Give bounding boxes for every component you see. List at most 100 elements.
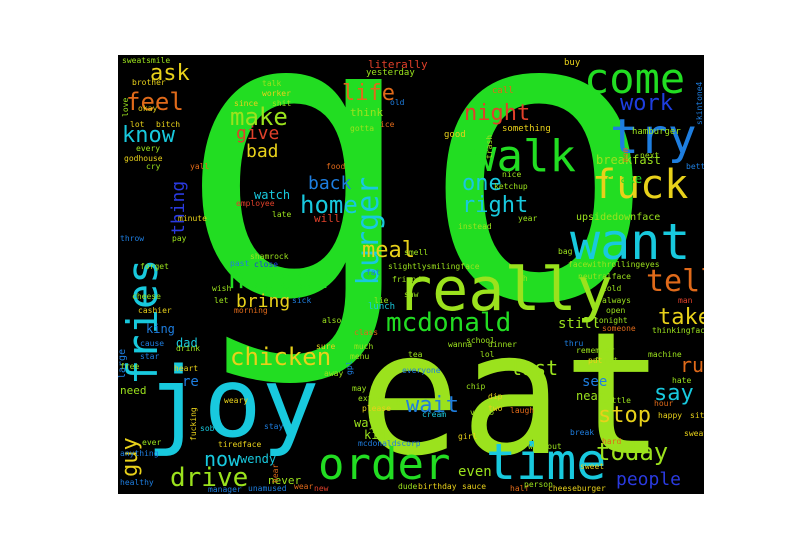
word-unamused: unamused <box>248 484 287 493</box>
word-dad: dad <box>176 336 198 350</box>
word-want: want <box>570 213 691 271</box>
word-sob: sob <box>200 424 215 433</box>
word-pay: pay <box>172 234 187 243</box>
word-tiredface: tiredface <box>218 440 262 449</box>
word-break: break <box>570 428 595 437</box>
word-girl: girl <box>458 432 478 441</box>
word-fuck: fuck <box>592 162 689 208</box>
word-kid: kid <box>364 428 386 442</box>
word-buy: buy <box>564 58 581 68</box>
word-cloud: go eat joy time order really want fuck try come wa… <box>118 55 704 494</box>
word-today: today <box>596 438 669 466</box>
word-away: away <box>324 369 344 378</box>
word-stop: stop <box>598 403 651 428</box>
word-dinner: dinner <box>488 340 517 349</box>
word-happy: happy <box>658 411 683 420</box>
word-morning: morning <box>234 306 268 315</box>
word-people: people <box>616 469 682 490</box>
word-weary: weary <box>224 396 249 405</box>
word-mom: mom <box>621 147 630 162</box>
word-last: last <box>510 356 559 380</box>
word-watch: watch <box>254 188 291 202</box>
word-past: past <box>230 259 250 268</box>
word-time: time <box>486 433 607 491</box>
word-now: now <box>204 447 241 471</box>
word-breakfast: breakfast <box>596 153 662 167</box>
word-shamrock: shamrock <box>250 252 289 261</box>
word-near: near <box>576 389 605 403</box>
word-mcdonald: mcdonald <box>386 308 512 338</box>
word-right: right <box>462 193 529 218</box>
word-nugget: nugget <box>228 262 330 295</box>
word-wish: wish <box>212 284 232 293</box>
word-close: close <box>254 260 279 269</box>
word-will: will <box>314 212 341 225</box>
word-throw: throw <box>120 234 145 243</box>
word-say: say <box>654 381 694 406</box>
word-think: think <box>350 106 384 119</box>
word-bc: bc <box>396 398 406 407</box>
word-healthy: healthy <box>120 478 154 487</box>
word-let: let <box>214 296 229 305</box>
word-hamburger: hamburger <box>632 127 681 137</box>
word-come: come <box>584 55 686 103</box>
word-food: food <box>326 162 346 171</box>
word-give: give <box>236 123 280 144</box>
word-fat: fat <box>366 268 381 277</box>
word-sweat: sweat <box>684 429 704 438</box>
word-tonight: tonight <box>594 316 628 325</box>
word-sweet: sweet <box>580 462 605 471</box>
word-wanna: wanna <box>448 340 473 349</box>
word-thing: thing <box>168 180 189 235</box>
word-thru: thru <box>564 339 584 348</box>
word-menu: menu <box>350 352 370 361</box>
word-free: free <box>120 362 140 371</box>
word-bring: bring <box>236 291 291 312</box>
word-skintone4: skintone4 <box>695 81 704 125</box>
word-put: put <box>588 356 603 365</box>
word-gotta: gotta <box>350 124 375 133</box>
word-machine: machine <box>648 350 682 359</box>
word-friend: friend <box>392 275 421 284</box>
word-good: good <box>444 130 466 140</box>
word-better: better <box>686 162 704 171</box>
word-wear: wear <box>294 482 314 491</box>
word-open: open <box>606 306 626 315</box>
word-remember: remember <box>576 346 615 355</box>
word-cheese: cheese <box>132 292 161 301</box>
word-yesterday: yesterday <box>366 68 415 78</box>
word-never: never <box>268 474 302 487</box>
word-late: late <box>272 210 292 219</box>
word-feel: feel <box>126 88 184 116</box>
word-wendy: wendy <box>240 452 277 466</box>
word-one: one <box>462 171 502 196</box>
word-joy: joy <box>146 347 320 459</box>
word-work: work <box>620 91 673 116</box>
word-minute: minute <box>178 214 207 223</box>
word-ask: ask <box>150 61 190 86</box>
word-neutralface: neutralface <box>578 272 631 281</box>
word-next: next <box>640 151 660 160</box>
word-video: video <box>470 408 495 417</box>
word-slightlysmilingface: slightlysmilingface <box>388 262 480 271</box>
word-see: see <box>582 374 608 390</box>
word-dude: dude <box>398 482 418 491</box>
word-year: year <box>518 214 538 223</box>
word-life: life <box>342 81 395 106</box>
word-sit: sit <box>690 411 704 420</box>
word-okay: okay <box>138 104 158 113</box>
word-cheeseburger: cheeseburger <box>548 484 606 493</box>
word-manager: manager <box>208 485 242 494</box>
word-dip: dip <box>488 392 503 401</box>
word-person: person <box>524 480 553 489</box>
word-tea: tea <box>408 350 423 359</box>
word-oh: oh <box>518 274 528 283</box>
word-drive: drive <box>170 463 249 493</box>
word-cry: cry <box>146 162 161 171</box>
word-upsidedownface: upsidedownface <box>576 212 661 223</box>
word-cause: cause <box>140 339 165 348</box>
word-talk: talk <box>262 79 282 88</box>
word-smell: smell <box>404 248 429 257</box>
word-laugh: laugh <box>510 406 535 415</box>
word-take: take <box>658 305 704 330</box>
